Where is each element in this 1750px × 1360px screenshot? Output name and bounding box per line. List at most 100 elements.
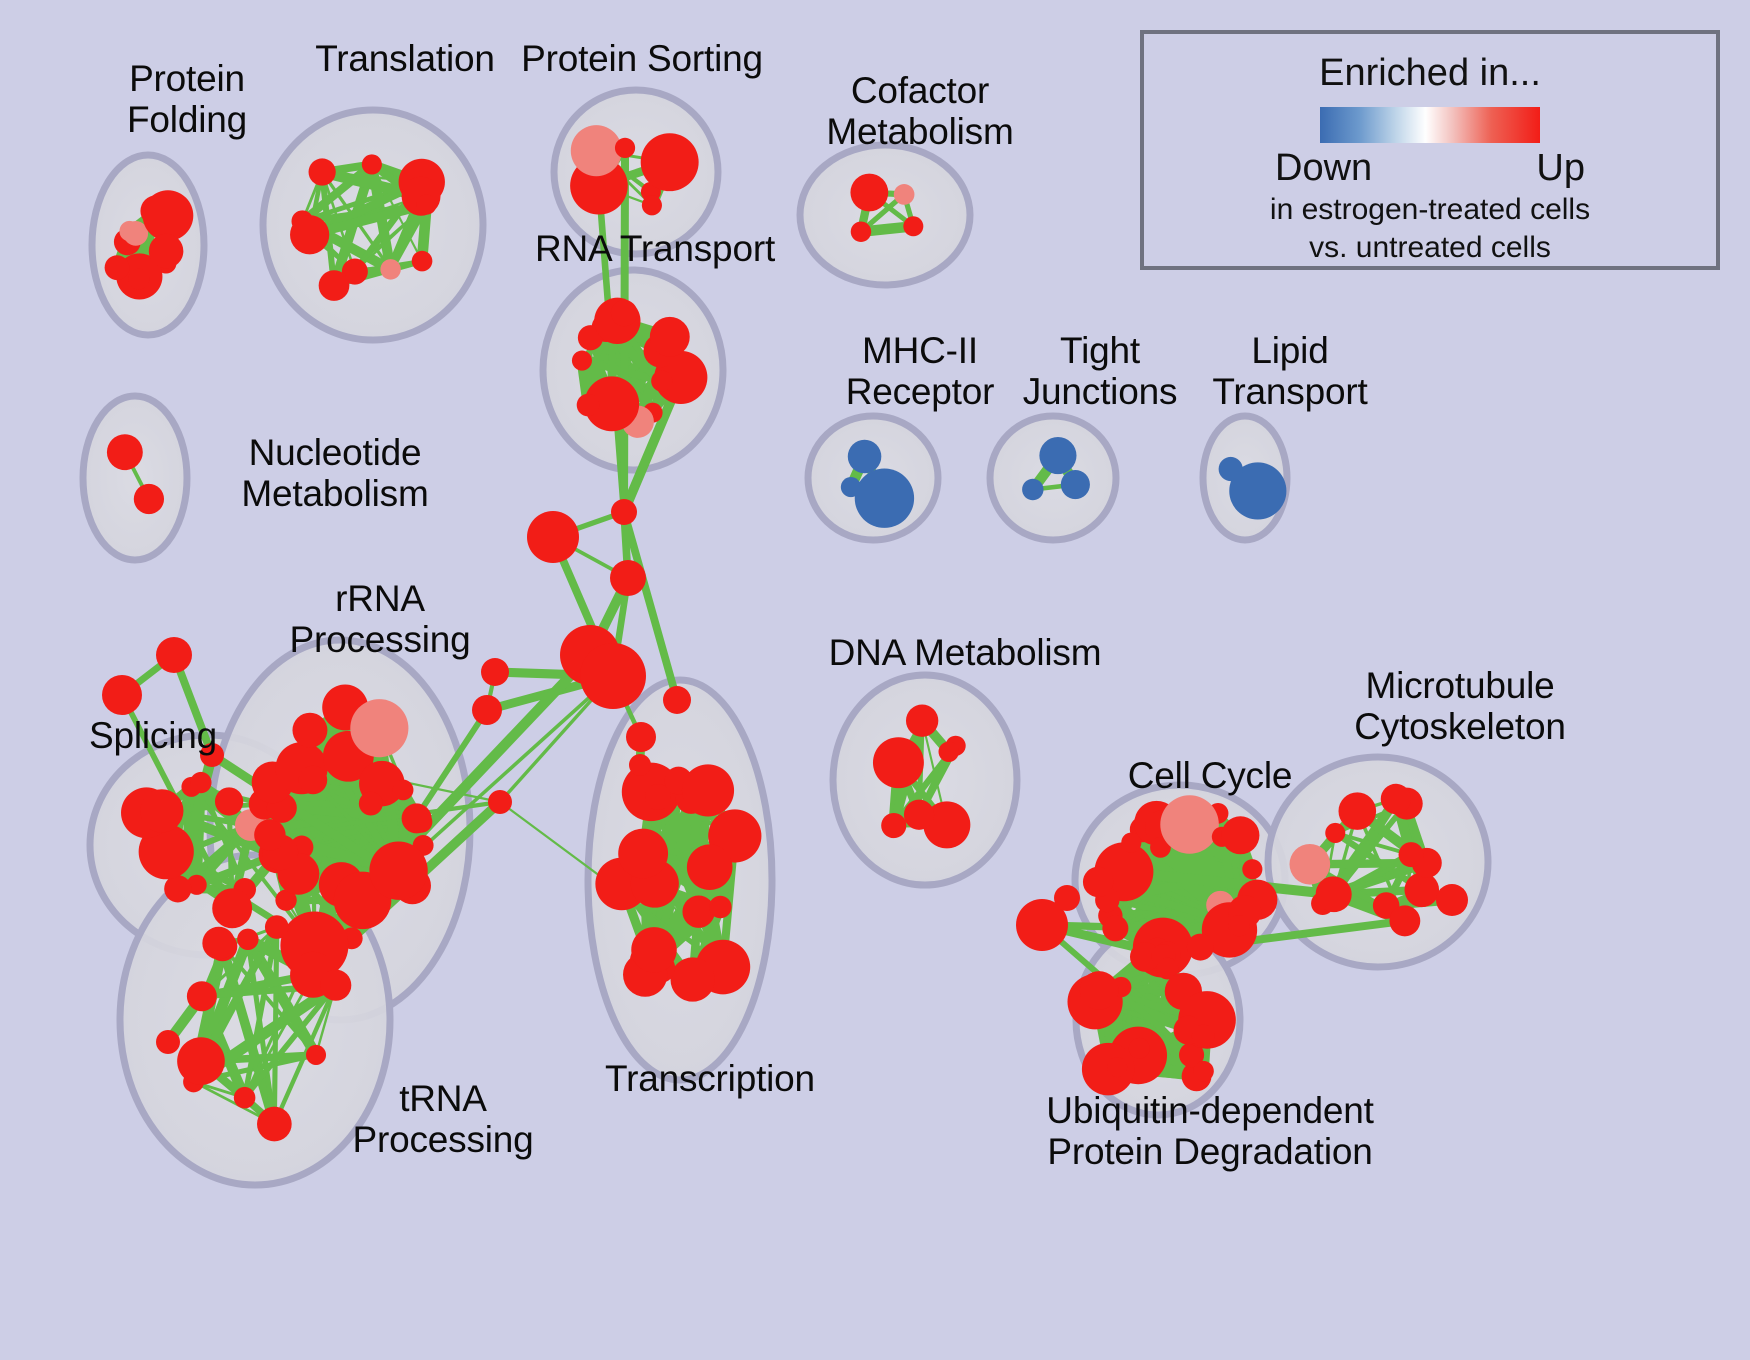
network-node[interactable]	[649, 316, 690, 357]
network-node[interactable]	[254, 819, 286, 851]
network-node[interactable]	[106, 434, 143, 471]
network-node[interactable]	[305, 1044, 327, 1065]
network-node[interactable]	[177, 1037, 225, 1085]
network-node[interactable]	[290, 215, 330, 255]
network-node[interactable]	[1016, 899, 1068, 951]
network-node[interactable]	[905, 704, 939, 737]
network-node[interactable]	[186, 874, 207, 895]
network-node[interactable]	[682, 895, 715, 928]
network-node[interactable]	[681, 764, 735, 817]
network-node[interactable]	[872, 737, 924, 789]
network-node[interactable]	[631, 927, 677, 973]
network-node[interactable]	[1102, 915, 1129, 942]
network-node[interactable]	[133, 483, 165, 515]
network-node[interactable]	[663, 686, 691, 714]
network-node[interactable]	[1338, 792, 1377, 830]
network-node[interactable]	[212, 888, 253, 929]
network-node[interactable]	[570, 125, 622, 177]
network-node[interactable]	[1221, 816, 1260, 855]
network-node[interactable]	[645, 784, 671, 810]
network-node[interactable]	[1179, 1042, 1205, 1068]
network-node[interactable]	[1121, 832, 1142, 853]
network-node[interactable]	[320, 969, 352, 1001]
network-node[interactable]	[202, 926, 236, 960]
network-node[interactable]	[611, 499, 637, 525]
network-node[interactable]	[1193, 1060, 1214, 1082]
network-node[interactable]	[893, 184, 915, 205]
network-node[interactable]	[361, 154, 382, 175]
network-node[interactable]	[1022, 478, 1044, 501]
network-node[interactable]	[1398, 842, 1424, 868]
network-node[interactable]	[350, 699, 409, 758]
network-node[interactable]	[847, 439, 882, 474]
network-node[interactable]	[1436, 884, 1468, 916]
network-node[interactable]	[1054, 885, 1080, 911]
network-node[interactable]	[709, 895, 732, 919]
network-node[interactable]	[341, 258, 368, 285]
network-node[interactable]	[138, 824, 194, 880]
network-node[interactable]	[292, 712, 328, 748]
network-node[interactable]	[640, 133, 699, 192]
network-node[interactable]	[881, 812, 907, 839]
network-node[interactable]	[1289, 843, 1331, 885]
network-node[interactable]	[580, 643, 646, 709]
network-node[interactable]	[237, 928, 259, 951]
network-node[interactable]	[1191, 1024, 1215, 1048]
network-node[interactable]	[577, 325, 604, 351]
network-node[interactable]	[104, 255, 130, 281]
network-node[interactable]	[392, 779, 414, 801]
network-node[interactable]	[610, 299, 638, 327]
network-node[interactable]	[614, 137, 636, 159]
network-node[interactable]	[411, 250, 433, 272]
network-node[interactable]	[233, 1086, 256, 1109]
network-node[interactable]	[156, 1030, 180, 1054]
network-node[interactable]	[1060, 469, 1090, 500]
network-node[interactable]	[298, 765, 328, 795]
network-node[interactable]	[610, 560, 646, 596]
network-node[interactable]	[1130, 941, 1160, 972]
network-node[interactable]	[200, 743, 224, 767]
network-node[interactable]	[148, 233, 184, 269]
network-node[interactable]	[1079, 971, 1119, 1010]
network-node[interactable]	[1228, 915, 1250, 937]
network-node[interactable]	[584, 376, 640, 432]
network-node[interactable]	[629, 754, 651, 776]
network-node[interactable]	[1128, 1037, 1150, 1059]
network-node[interactable]	[156, 637, 192, 673]
network-node[interactable]	[128, 268, 150, 290]
network-node[interactable]	[1107, 1057, 1128, 1078]
network-node[interactable]	[257, 1106, 292, 1142]
network-node[interactable]	[358, 791, 383, 816]
network-node[interactable]	[1316, 876, 1352, 913]
network-node[interactable]	[472, 695, 502, 725]
network-node[interactable]	[840, 476, 861, 498]
network-node[interactable]	[1218, 456, 1243, 482]
network-node[interactable]	[318, 270, 350, 301]
network-node[interactable]	[1404, 872, 1440, 908]
network-node[interactable]	[123, 221, 149, 246]
network-node[interactable]	[903, 799, 935, 830]
network-node[interactable]	[626, 722, 656, 752]
network-node[interactable]	[1082, 866, 1114, 898]
network-node[interactable]	[264, 915, 289, 939]
network-node[interactable]	[142, 190, 194, 241]
network-node[interactable]	[214, 787, 244, 816]
network-node[interactable]	[380, 259, 401, 280]
network-node[interactable]	[641, 195, 662, 216]
network-node[interactable]	[308, 158, 336, 186]
network-node[interactable]	[416, 194, 437, 215]
network-node[interactable]	[903, 216, 924, 237]
network-node[interactable]	[850, 173, 889, 212]
network-node[interactable]	[401, 803, 432, 834]
network-node[interactable]	[1389, 905, 1421, 937]
network-node[interactable]	[275, 889, 297, 911]
network-node[interactable]	[1229, 462, 1287, 520]
network-node[interactable]	[1186, 933, 1214, 961]
network-node[interactable]	[186, 981, 217, 1012]
network-node[interactable]	[164, 875, 192, 903]
network-node[interactable]	[1150, 836, 1171, 858]
network-node[interactable]	[576, 393, 600, 417]
network-node[interactable]	[618, 828, 669, 879]
network-node[interactable]	[686, 844, 733, 891]
network-node[interactable]	[527, 511, 579, 563]
